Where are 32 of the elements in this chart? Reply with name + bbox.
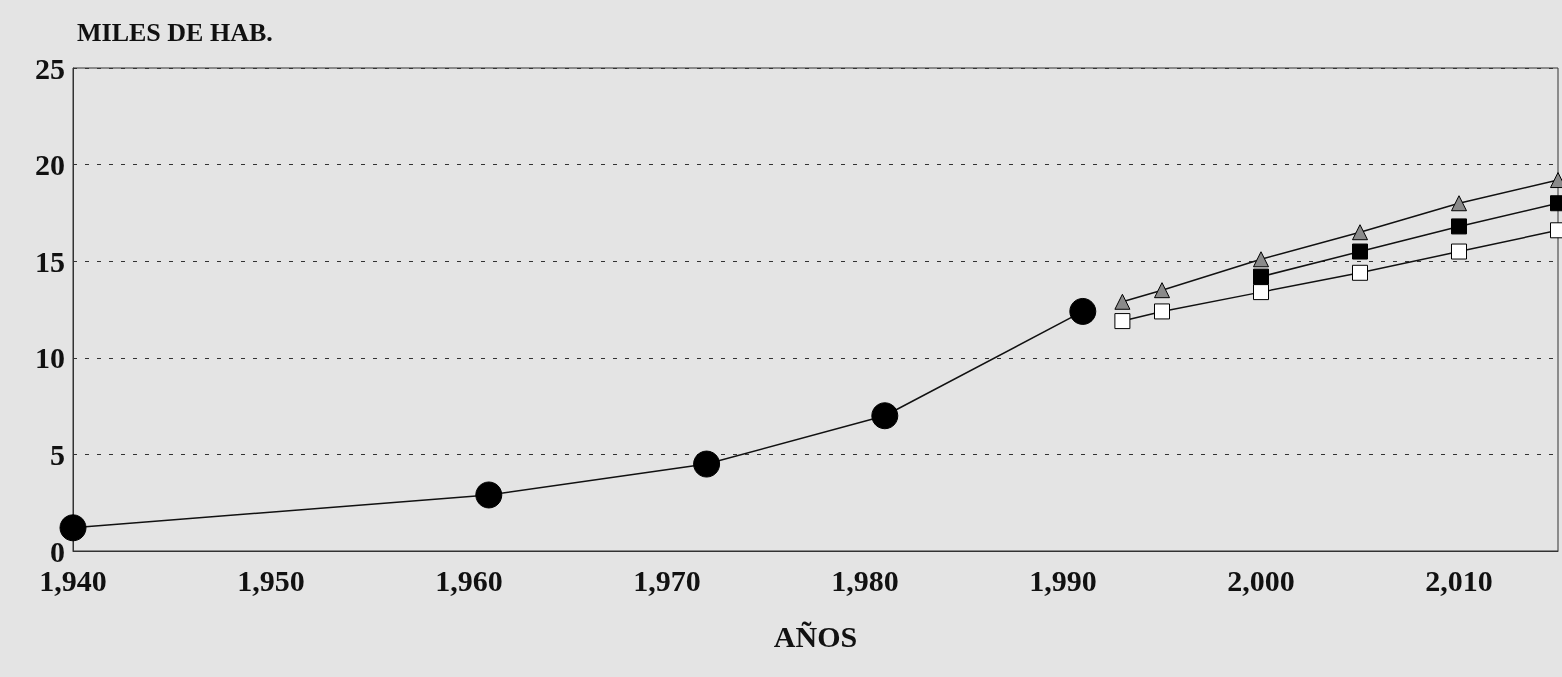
point xyxy=(1352,243,1368,260)
y-tick-label: 15 xyxy=(35,244,65,278)
point xyxy=(1451,195,1467,212)
x-tick-label: 1,960 xyxy=(435,563,503,597)
point xyxy=(693,450,721,478)
point xyxy=(1154,282,1170,299)
x-tick-label: 1,990 xyxy=(1029,563,1097,597)
x-tick-label: 2,000 xyxy=(1227,563,1295,597)
x-tick-label: 1,950 xyxy=(237,563,305,597)
x-axis-title: AÑOS xyxy=(773,619,858,653)
point xyxy=(1114,293,1131,310)
x-tick-label: 2,010 xyxy=(1425,563,1493,597)
point xyxy=(1253,251,1269,268)
y-tick-label: 10 xyxy=(35,341,65,375)
point xyxy=(1253,268,1269,285)
point xyxy=(1154,303,1170,320)
y-axis-title: MILES DE HAB. xyxy=(77,17,273,47)
y-tick-label: 20 xyxy=(35,148,65,182)
point xyxy=(1069,297,1097,325)
x-tick-label: 1,980 xyxy=(831,563,899,597)
point xyxy=(59,514,87,542)
x-tick-label: 1,970 xyxy=(633,563,701,597)
point xyxy=(871,402,899,430)
y-tick-label: 25 xyxy=(35,51,65,85)
point xyxy=(1114,313,1131,330)
point xyxy=(1451,243,1467,260)
y-tick-label: 5 xyxy=(50,437,65,471)
point xyxy=(475,481,503,509)
point xyxy=(1352,264,1368,281)
point xyxy=(1253,284,1269,301)
point xyxy=(1352,224,1368,241)
point xyxy=(1451,218,1467,235)
